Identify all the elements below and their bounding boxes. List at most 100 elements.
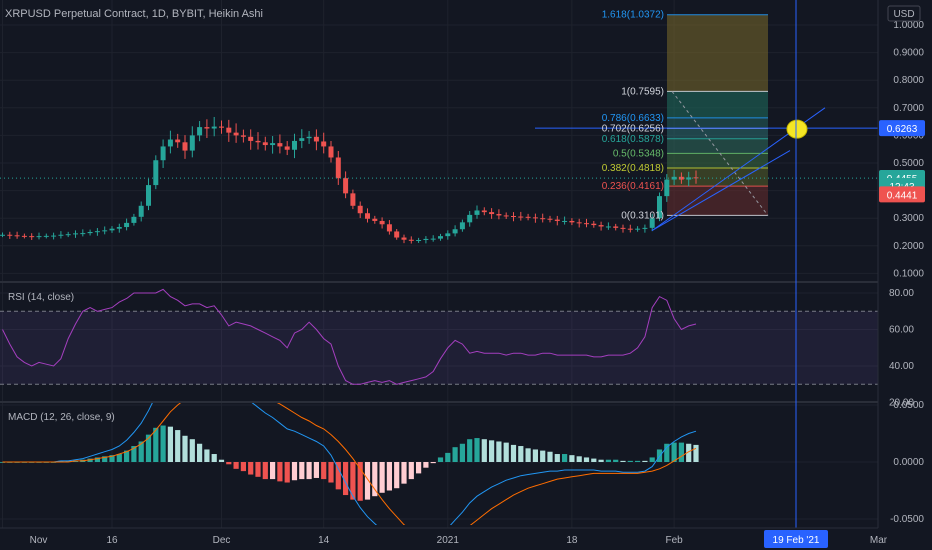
candle-body [226, 127, 232, 133]
macd-histogram-bar [510, 444, 517, 462]
candle-body [7, 234, 13, 236]
candle-body [306, 136, 312, 139]
candle-body [14, 235, 20, 237]
candle-body [343, 178, 349, 194]
price-axis-bg[interactable] [878, 0, 932, 528]
candle-body [80, 233, 86, 235]
macd-histogram-bar [605, 459, 611, 462]
candle-body [270, 143, 276, 146]
macd-histogram-bar [102, 456, 108, 462]
macd-histogram-bar [372, 462, 378, 497]
time-axis-bg[interactable] [0, 528, 932, 550]
currency-button[interactable] [887, 5, 921, 22]
macd-histogram-bar [277, 462, 283, 482]
crosshair-date-badge [764, 530, 828, 548]
macd-histogram-bar [109, 455, 115, 462]
candle-body [94, 231, 100, 233]
candle-body [292, 140, 297, 150]
candle-body [167, 139, 173, 147]
macd-histogram-bar [160, 425, 166, 462]
candle-body [284, 146, 290, 150]
macd-histogram-bar [240, 462, 246, 472]
macd-histogram-bar [313, 462, 319, 478]
candle-body [584, 223, 589, 225]
macd-histogram-bar [87, 458, 93, 462]
chart-title[interactable]: XRPUSD Perpetual Contract, 1D, BYBIT, He… [5, 8, 263, 20]
candle-body [255, 140, 261, 143]
candle-body [65, 234, 71, 236]
trend-drawings[interactable] [0, 107, 878, 232]
macd-histogram-bar [153, 427, 159, 462]
macd-histogram-bar [481, 439, 487, 462]
price-tick-label: 0.9000 [893, 48, 924, 59]
fib-retracement-zones[interactable] [667, 14, 769, 216]
macd-histogram-bar [416, 462, 422, 474]
candle-body [591, 223, 597, 226]
macd-histogram-bar [321, 462, 327, 480]
time-axis-label: 18 [566, 535, 578, 546]
candle-body [401, 237, 407, 240]
macd-histogram-bar [671, 442, 677, 462]
macd-histogram-bar [591, 458, 597, 462]
macd-tick-label: -0.0500 [890, 514, 924, 525]
macd-histogram-bar [233, 462, 239, 469]
candle-body [350, 193, 356, 206]
macd-histogram-bar [598, 459, 604, 462]
candle-body [365, 213, 370, 219]
fib-level-label: 0.5(0.5348) [613, 148, 664, 159]
candle-body [576, 222, 582, 224]
highlight-marker [786, 119, 808, 139]
candle-body [474, 210, 480, 215]
candle-body [102, 230, 108, 232]
rsi-tick-label: 20.00 [889, 398, 914, 409]
macd-tick-label: 0.0500 [893, 400, 924, 411]
fib-level-label: 0.786(0.6633) [602, 113, 664, 124]
macd-tick-label: 0.0000 [893, 457, 924, 468]
macd-histogram-bar [562, 454, 568, 462]
candle-body [569, 220, 575, 223]
time-axis-label: 2021 [437, 535, 460, 546]
fib-level-labels: 1.618(1.0372) 1(0.7595) 0.786(0.6633)0.702… [602, 10, 664, 222]
candle-body [481, 210, 487, 213]
candle-body [657, 196, 662, 219]
rsi-line [2, 288, 697, 385]
macd-title[interactable]: MACD (12, 26, close, 9) [8, 412, 115, 423]
macd-histogram-bar [620, 460, 626, 462]
macd-histogram-bar [131, 446, 137, 462]
candle-body [620, 227, 626, 229]
macd-histogram-bar [693, 444, 699, 462]
macd-histogram-bar [547, 451, 553, 462]
macd-histogram-bar [678, 442, 684, 462]
price-tick-label: 0.8000 [893, 75, 924, 86]
candle-body [204, 127, 210, 129]
candle-body [386, 224, 392, 232]
candle-body [459, 222, 465, 230]
macd-histogram-bar [430, 462, 436, 464]
candle-body [175, 139, 181, 143]
macd-histogram-bar [145, 434, 152, 462]
candle-body [430, 238, 436, 240]
currency-label: USD [893, 9, 914, 20]
rsi-band [0, 311, 878, 385]
candle-body [328, 146, 334, 158]
fib-level-label: 0(0.3101) [621, 210, 664, 221]
time-axis-label: Feb [665, 535, 683, 546]
price-tick-label: 0.1000 [893, 268, 924, 279]
candle-body [554, 219, 560, 221]
macd-histogram-bar [182, 435, 188, 462]
macd-histogram-bar [459, 443, 465, 462]
candle-body [423, 238, 429, 241]
time-axis-label: Nov [30, 535, 48, 546]
macd-pane [0, 403, 699, 525]
macd-histogram-bar [583, 457, 590, 462]
candle-body [211, 126, 217, 129]
price-badge-label: 0.6263 [887, 124, 918, 135]
macd-histogram-bar [532, 449, 538, 462]
macd-histogram-bar [94, 457, 100, 462]
rsi-title[interactable]: RSI (14, close) [8, 292, 74, 303]
macd-histogram-bar [576, 456, 582, 462]
macd-histogram-bar [335, 462, 341, 490]
macd-histogram-bar [350, 462, 356, 500]
